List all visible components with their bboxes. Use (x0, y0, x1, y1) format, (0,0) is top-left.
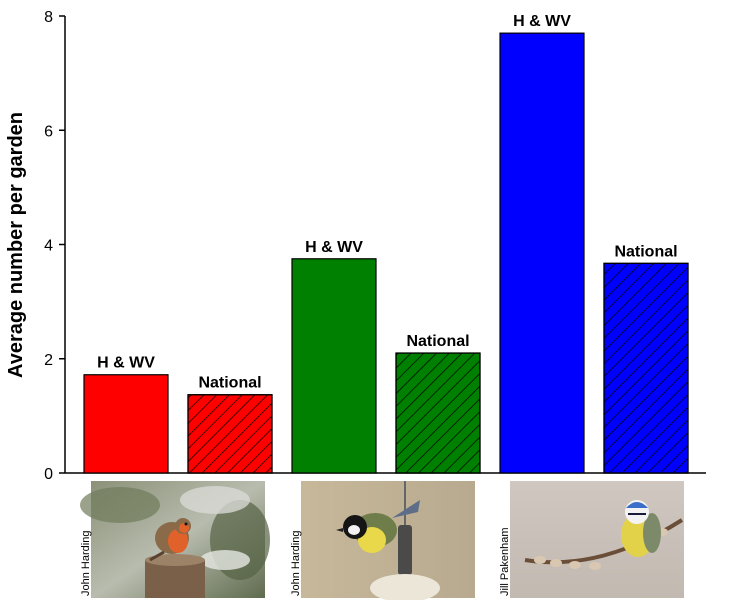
photo-credit-1: John Harding (80, 531, 92, 596)
bar-label-1: H & WV (97, 355, 155, 372)
great-tit-photo: John Harding (290, 481, 475, 600)
bar-5 (499, 32, 585, 474)
bar-label-2: National (198, 375, 261, 392)
bar-label-4: National (406, 333, 469, 350)
bar-label-3: H & WV (305, 239, 363, 256)
y-tick-label: 6 (44, 123, 53, 140)
bar-label-6: National (614, 243, 677, 260)
bar-label-5: H & WV (513, 13, 571, 30)
y-tick-label: 4 (44, 238, 53, 255)
y-tick-label: 0 (44, 466, 53, 483)
bar-hatch-2 (187, 394, 273, 474)
photo-credit-3: Jill Pakenham (499, 528, 511, 596)
photo-credit-2: John Harding (290, 531, 302, 596)
bar-1 (83, 374, 169, 474)
y-tick-label: 2 (44, 352, 53, 369)
robin-photo: John Harding (80, 481, 270, 598)
bar-hatch-6 (603, 262, 689, 474)
blue-tit-photo: Jill Pakenham (499, 481, 684, 598)
y-axis-title: Average number per garden (5, 112, 27, 378)
bar-hatch-4 (395, 352, 481, 474)
y-tick-label: 8 (44, 9, 53, 26)
bar-3 (291, 258, 377, 474)
